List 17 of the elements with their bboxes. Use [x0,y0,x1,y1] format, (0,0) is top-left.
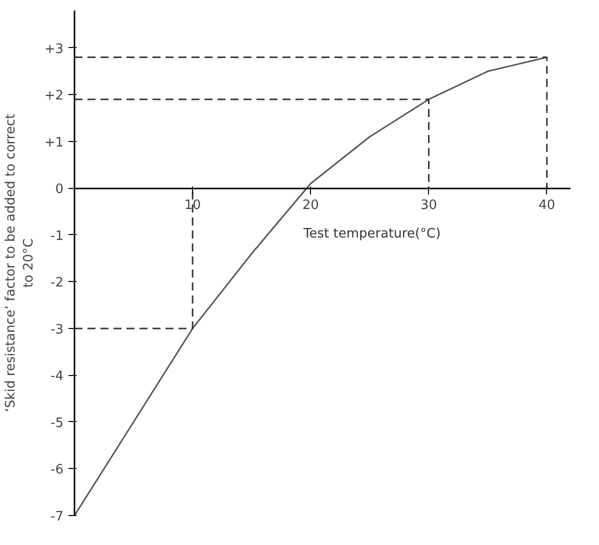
y-tick-label: +3 [44,42,64,57]
x-tick-label: 30 [420,198,438,214]
x-tick-label: 20 [302,198,319,214]
y-tick-label: -7 [50,510,64,524]
y-tick-label: +1 [44,135,64,150]
y-tick-label: +2 [44,88,64,104]
y-tick-label: -6 [50,462,64,478]
x-tick-label: 40 [538,198,556,214]
x-axis-title: Test temperature(°C) [302,226,441,242]
y-tick-label: 0 [55,182,64,198]
y-tick-label: -2 [50,276,64,291]
y-axis-title: ‘Skid resistance’ factor to be added to correct to 20°C [3,114,36,412]
x-tick-label: 10 [184,198,201,214]
y-tick-label: -1 [50,228,64,244]
y-tick-label: -4 [50,369,64,384]
y-tick-label: -5 [50,416,64,431]
y-tick-label: -3 [50,322,64,338]
